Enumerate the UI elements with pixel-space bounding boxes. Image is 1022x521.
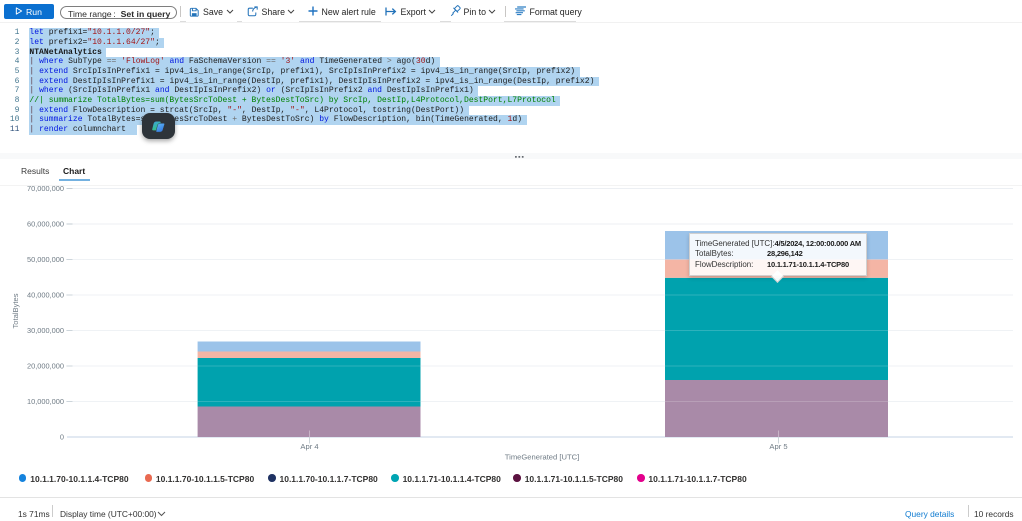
svg-text:0: 0 bbox=[60, 433, 64, 442]
svg-text:70,000,000: 70,000,000 bbox=[27, 184, 64, 193]
svg-text:TimeGenerated [UTC]: TimeGenerated [UTC] bbox=[505, 453, 579, 462]
svg-text:50,000,000: 50,000,000 bbox=[27, 255, 64, 264]
svg-text:40,000,000: 40,000,000 bbox=[27, 291, 64, 300]
svg-text:Apr 5: Apr 5 bbox=[769, 442, 787, 451]
svg-text:60,000,000: 60,000,000 bbox=[27, 220, 64, 229]
svg-text:20,000,000: 20,000,000 bbox=[27, 362, 64, 371]
svg-text:10,000,000: 10,000,000 bbox=[27, 397, 64, 406]
svg-text:30,000,000: 30,000,000 bbox=[27, 326, 64, 335]
svg-text:Apr 4: Apr 4 bbox=[300, 442, 318, 451]
svg-text:TotalBytes: TotalBytes bbox=[11, 293, 20, 328]
